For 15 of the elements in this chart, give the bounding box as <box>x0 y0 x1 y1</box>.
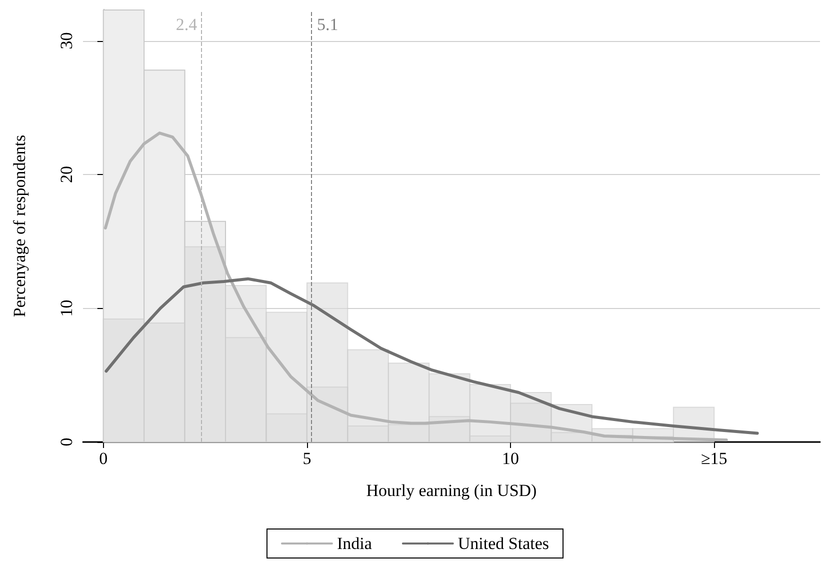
ref-line-label: 5.1 <box>317 15 338 34</box>
line-series <box>104 277 759 435</box>
x-tick-label: ≥15 <box>700 449 728 468</box>
x-tick-label: 0 <box>99 449 108 468</box>
y-tick-label: 30 <box>57 32 76 50</box>
x-tick-label: 10 <box>502 449 520 468</box>
x-axis-title: Hourly earning (in USD) <box>366 481 537 500</box>
y-tick-label: 20 <box>57 166 76 184</box>
y-tick-label: 0 <box>57 438 76 446</box>
ref-line-label: 2.4 <box>176 15 198 34</box>
x-tick-label: 5 <box>302 449 312 468</box>
legend-label: United States <box>458 534 550 553</box>
y-tick-label: 10 <box>57 300 76 317</box>
y-axis-title: Percenyage of respondents <box>10 134 29 318</box>
legend-label: India <box>336 534 372 553</box>
